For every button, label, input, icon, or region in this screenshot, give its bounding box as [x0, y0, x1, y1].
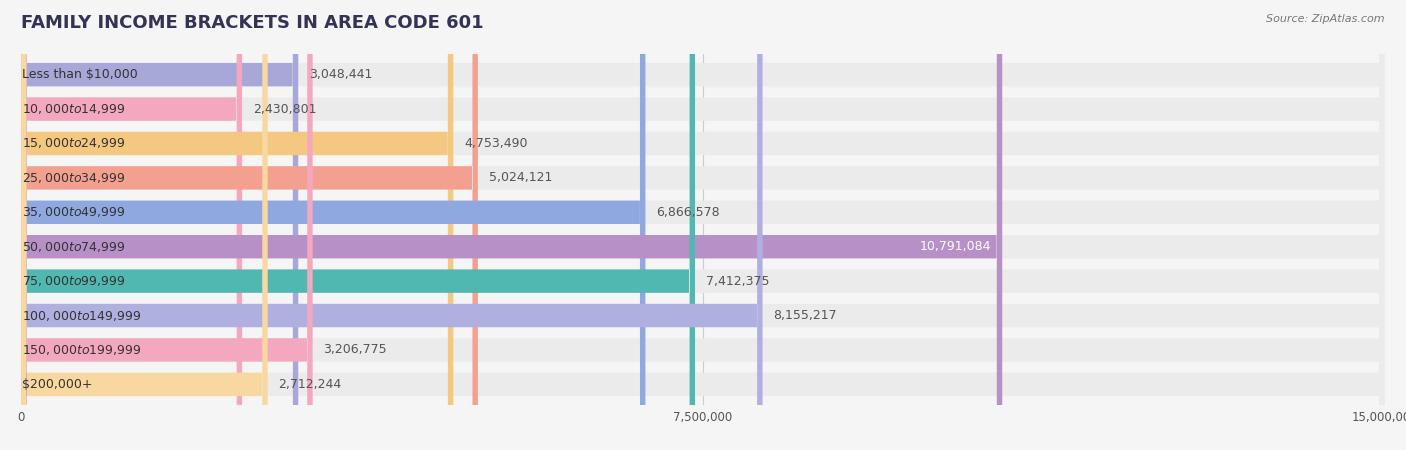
Text: $10,000 to $14,999: $10,000 to $14,999 — [21, 102, 125, 116]
FancyBboxPatch shape — [21, 0, 1002, 450]
FancyBboxPatch shape — [21, 0, 1385, 450]
Text: 2,430,801: 2,430,801 — [253, 103, 316, 116]
Text: Less than $10,000: Less than $10,000 — [21, 68, 138, 81]
Text: $25,000 to $34,999: $25,000 to $34,999 — [21, 171, 125, 185]
Text: 6,866,578: 6,866,578 — [657, 206, 720, 219]
Text: $150,000 to $199,999: $150,000 to $199,999 — [21, 343, 141, 357]
Text: 10,791,084: 10,791,084 — [920, 240, 991, 253]
Text: $35,000 to $49,999: $35,000 to $49,999 — [21, 205, 125, 219]
Text: FAMILY INCOME BRACKETS IN AREA CODE 601: FAMILY INCOME BRACKETS IN AREA CODE 601 — [21, 14, 484, 32]
Text: $100,000 to $149,999: $100,000 to $149,999 — [21, 309, 141, 323]
Text: 7,412,375: 7,412,375 — [706, 274, 769, 288]
FancyBboxPatch shape — [21, 0, 762, 450]
FancyBboxPatch shape — [21, 0, 312, 450]
FancyBboxPatch shape — [21, 0, 298, 450]
Text: 5,024,121: 5,024,121 — [489, 171, 553, 184]
FancyBboxPatch shape — [21, 0, 1385, 450]
Text: $15,000 to $24,999: $15,000 to $24,999 — [21, 136, 125, 150]
FancyBboxPatch shape — [21, 0, 695, 450]
FancyBboxPatch shape — [21, 0, 267, 450]
FancyBboxPatch shape — [21, 0, 1385, 450]
Text: $50,000 to $74,999: $50,000 to $74,999 — [21, 240, 125, 254]
FancyBboxPatch shape — [21, 0, 1385, 450]
Text: 4,753,490: 4,753,490 — [464, 137, 527, 150]
FancyBboxPatch shape — [21, 0, 453, 450]
Text: $200,000+: $200,000+ — [21, 378, 91, 391]
FancyBboxPatch shape — [21, 0, 1385, 450]
Text: 2,712,244: 2,712,244 — [278, 378, 342, 391]
FancyBboxPatch shape — [21, 0, 1385, 450]
Text: 8,155,217: 8,155,217 — [773, 309, 837, 322]
FancyBboxPatch shape — [21, 0, 1385, 450]
Text: 3,206,775: 3,206,775 — [323, 343, 387, 356]
Text: Source: ZipAtlas.com: Source: ZipAtlas.com — [1267, 14, 1385, 23]
FancyBboxPatch shape — [21, 0, 242, 450]
FancyBboxPatch shape — [21, 0, 1385, 450]
FancyBboxPatch shape — [21, 0, 1385, 450]
Text: $75,000 to $99,999: $75,000 to $99,999 — [21, 274, 125, 288]
FancyBboxPatch shape — [21, 0, 478, 450]
FancyBboxPatch shape — [21, 0, 1385, 450]
FancyBboxPatch shape — [21, 0, 645, 450]
Text: 3,048,441: 3,048,441 — [309, 68, 373, 81]
